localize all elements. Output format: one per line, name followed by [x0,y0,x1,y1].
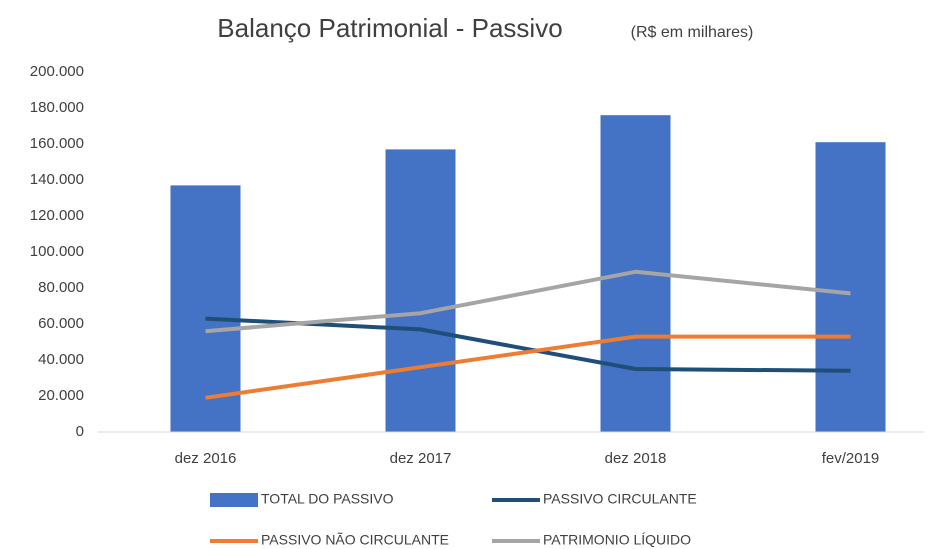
y-tick-label: 120.000 [30,207,84,224]
legend-label: PASSIVO NÃO CIRCULANTE [261,532,449,548]
y-tick-label: 0 [76,423,84,440]
y-tick-label: 60.000 [38,315,84,332]
x-tick-label: dez 2018 [605,450,667,467]
y-tick-label: 100.000 [30,243,84,260]
bar [385,149,456,432]
x-tick-label: fev/2019 [822,450,880,467]
y-tick-label: 40.000 [38,351,84,368]
legend-label: PASSIVO CIRCULANTE [543,491,697,507]
legend-label: TOTAL DO PASSIVO [261,491,394,507]
legend-label: PATRIMONIO LÍQUIDO [543,532,691,548]
y-tick-label: 20.000 [38,387,84,404]
line-series [205,334,851,400]
y-tick-label: 160.000 [30,135,84,152]
y-tick-label: 180.000 [30,99,84,116]
chart-title: Balanço Patrimonial - Passivo [217,13,562,43]
chart-subtitle: (R$ em milhares) [631,24,754,41]
y-tick-label: 140.000 [30,171,84,188]
bar [170,185,241,432]
line-series [205,269,851,334]
legend-swatch [210,493,258,507]
x-tick-label: dez 2016 [175,450,237,467]
x-tick-label: dez 2017 [390,450,452,467]
bar [815,142,886,432]
line-series [205,316,851,373]
y-tick-label: 80.000 [38,279,84,296]
y-tick-label: 200.000 [30,63,84,80]
